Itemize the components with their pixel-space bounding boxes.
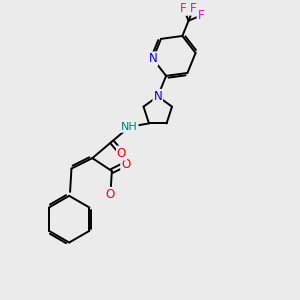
Text: F: F bbox=[198, 9, 204, 22]
Text: F: F bbox=[190, 2, 197, 15]
Text: O: O bbox=[121, 158, 130, 170]
Text: NH: NH bbox=[121, 122, 138, 132]
Text: F: F bbox=[180, 2, 187, 15]
Text: N: N bbox=[153, 90, 162, 103]
Text: O: O bbox=[117, 147, 126, 160]
Text: O: O bbox=[106, 188, 115, 201]
Text: N: N bbox=[148, 52, 157, 65]
